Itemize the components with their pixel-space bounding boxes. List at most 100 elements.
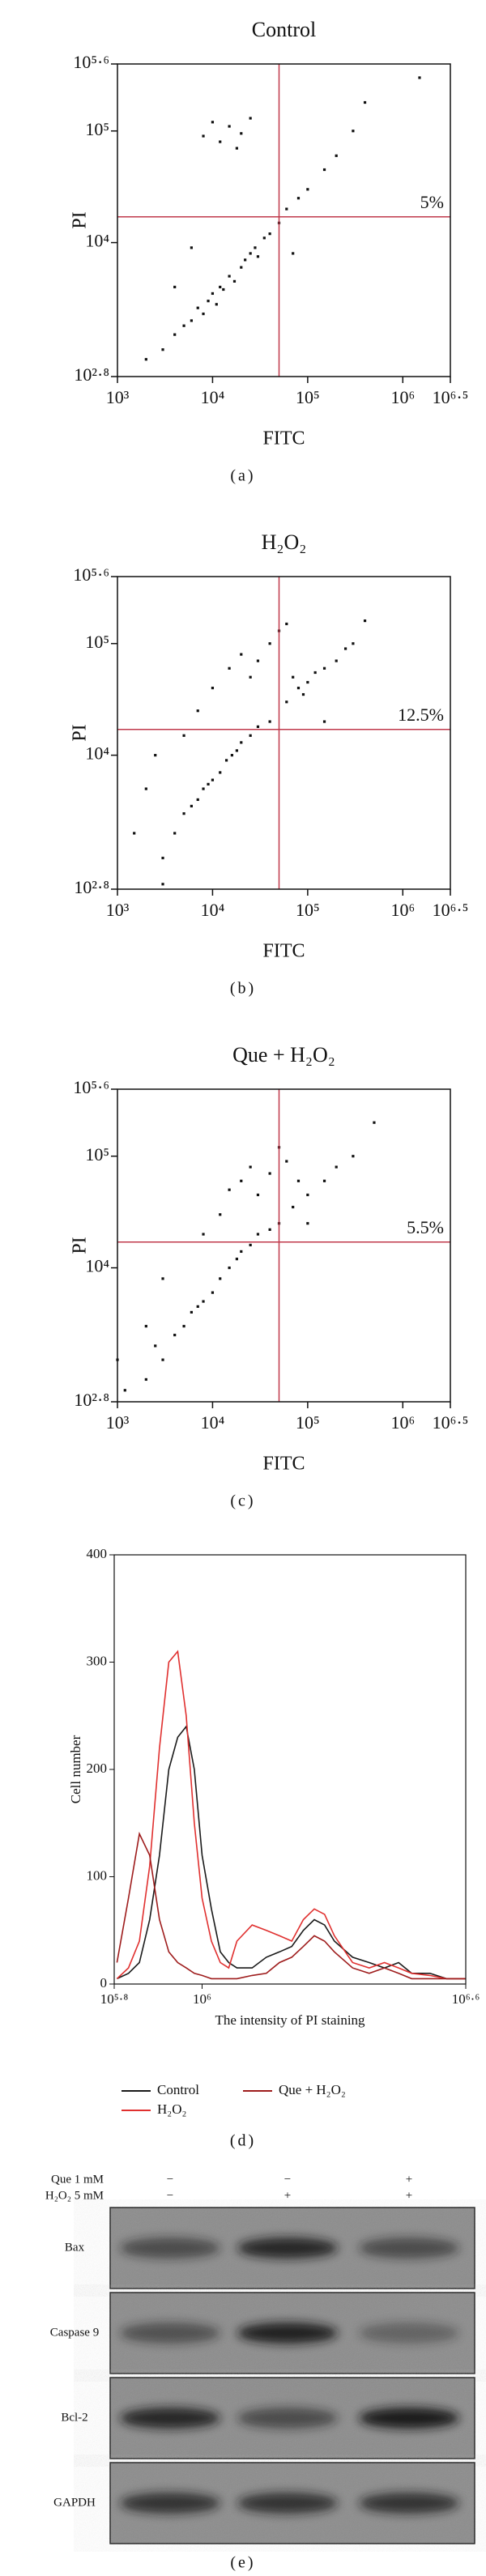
chart-title: Que + H₂O₂: [232, 1043, 335, 1067]
point: [161, 1358, 164, 1361]
point: [228, 1188, 231, 1191]
point: [268, 720, 271, 723]
point: [173, 1333, 177, 1337]
point: [240, 266, 243, 269]
series-line: [116, 1831, 466, 1980]
point: [343, 647, 347, 650]
x-tick-label: 10³: [106, 900, 130, 920]
panel-label: (e): [230, 2554, 255, 2572]
y-tick-label: 0: [100, 1975, 108, 1991]
y-tick-label: 10²·⁸: [74, 877, 109, 897]
point: [335, 1165, 338, 1169]
point: [202, 1233, 205, 1236]
point: [249, 675, 252, 679]
y-tick-label: 10⁵: [85, 632, 109, 652]
point: [306, 1193, 309, 1197]
point: [322, 168, 326, 172]
annotation: 5%: [420, 192, 444, 212]
point: [313, 671, 317, 675]
point: [211, 1291, 215, 1294]
legend-label: Control: [157, 2082, 199, 2097]
y-tick-label: 10²·⁸: [74, 364, 109, 385]
point: [244, 258, 247, 262]
point: [335, 154, 338, 157]
point: [256, 1193, 260, 1197]
point: [211, 121, 215, 124]
point: [256, 1233, 260, 1236]
point: [196, 709, 199, 713]
plot-frame: [117, 63, 451, 377]
point: [249, 734, 252, 737]
blot-band: [359, 2408, 459, 2429]
point: [232, 279, 237, 283]
point: [285, 700, 288, 704]
point: [268, 642, 271, 645]
point: [182, 734, 185, 737]
point: [256, 255, 260, 258]
y-axis-label: PI: [70, 1237, 91, 1254]
point: [211, 292, 215, 296]
point: [322, 720, 326, 723]
point: [235, 749, 239, 752]
point: [352, 642, 355, 645]
point: [256, 725, 260, 728]
point: [285, 622, 288, 626]
x-tick-label: 10⁶: [390, 900, 415, 920]
point: [240, 653, 243, 656]
x-tick-label: 10⁵: [296, 387, 320, 407]
point: [240, 132, 243, 135]
blot-band: [237, 2493, 338, 2514]
point: [202, 1300, 205, 1303]
point: [224, 759, 228, 762]
point: [254, 246, 257, 249]
x-tick-label: 10³: [106, 387, 130, 407]
point: [211, 686, 215, 690]
y-tick-label: 400: [87, 1546, 108, 1561]
point: [190, 319, 193, 322]
point: [228, 1266, 231, 1270]
condition-label: Que 1 mM: [51, 2173, 104, 2186]
y-tick-label: 300: [87, 1653, 108, 1668]
condition-sign: −: [167, 2189, 173, 2202]
band-label: GAPDH: [53, 2496, 96, 2509]
point: [268, 1228, 271, 1231]
point: [335, 659, 338, 662]
panel-label: (c): [230, 1492, 255, 1510]
series-line: [117, 1725, 466, 1980]
y-axis-label: Cell number: [68, 1735, 83, 1803]
condition-sign: +: [406, 2189, 412, 2202]
point: [322, 666, 326, 670]
x-tick-label: 10⁶·⁵: [433, 900, 469, 920]
point: [144, 787, 147, 790]
blot-band: [359, 2493, 459, 2514]
band-label: Caspase 9: [50, 2326, 99, 2339]
point: [123, 1389, 126, 1392]
point: [219, 771, 222, 774]
legend-label: H₂O₂: [157, 2101, 186, 2117]
blot-band: [237, 2408, 338, 2429]
point: [418, 76, 421, 79]
legend-label: Que + H₂O₂: [279, 2082, 346, 2097]
point: [235, 147, 239, 150]
x-tick-label: 10⁴: [201, 900, 225, 920]
annotation: 12.5%: [398, 705, 444, 725]
point: [363, 100, 367, 104]
band-label: Bcl-2: [61, 2411, 87, 2424]
blot-band: [359, 2323, 459, 2344]
point: [262, 236, 266, 240]
point: [249, 1165, 252, 1169]
band-label: Bax: [65, 2241, 85, 2254]
point: [207, 782, 210, 786]
condition-label: H₂O₂ 5 mM: [45, 2189, 104, 2202]
point: [240, 741, 243, 744]
point: [182, 1325, 185, 1328]
panel-label: (d): [230, 2132, 256, 2150]
y-tick-label: 10⁵: [85, 1144, 109, 1165]
point: [256, 659, 260, 662]
point: [219, 1213, 222, 1216]
point: [230, 753, 233, 757]
y-tick-label: 10²·⁸: [74, 1390, 109, 1410]
y-axis-label: PI: [70, 211, 91, 228]
point: [207, 300, 210, 303]
